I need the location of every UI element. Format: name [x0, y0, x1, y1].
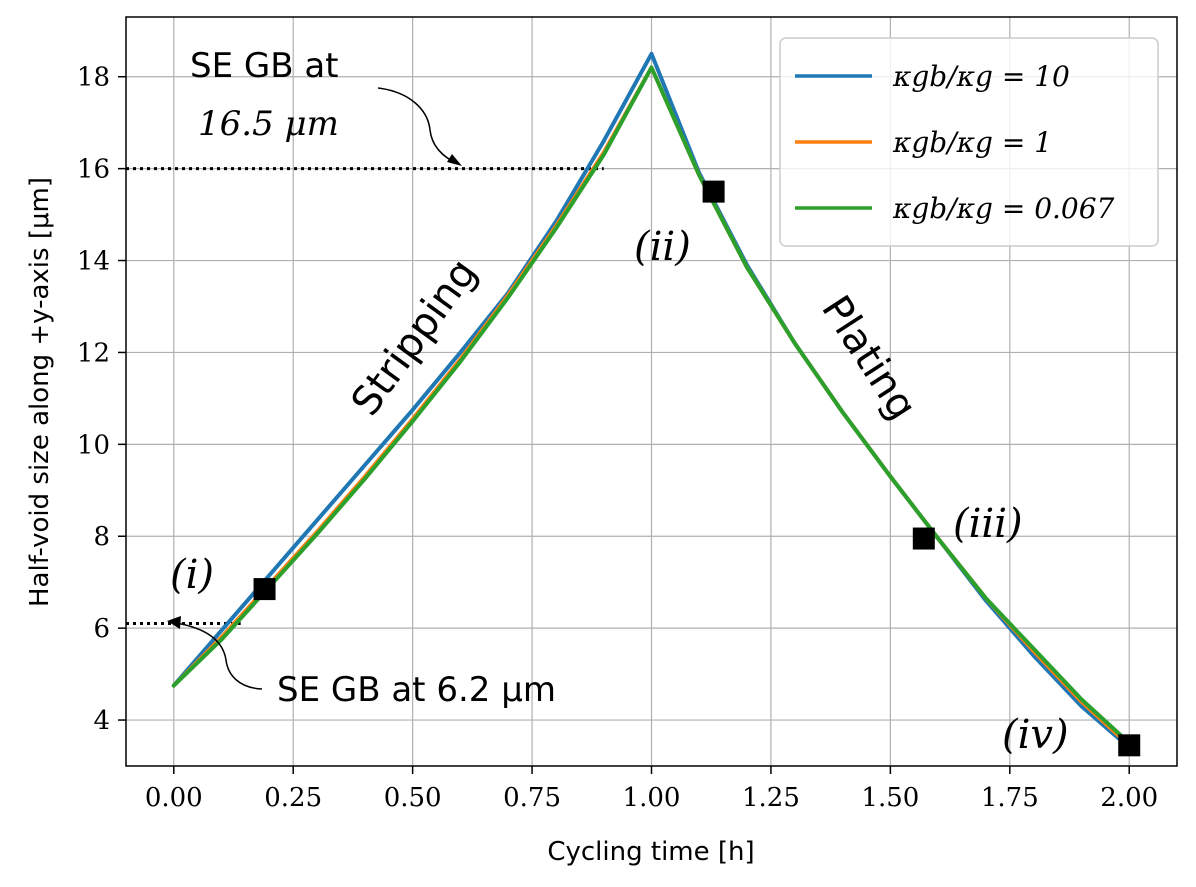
y-tick-label: 12 [77, 338, 110, 368]
gb-top-label-line2: 16.5 μm [198, 104, 339, 144]
marker-label-iii: (iii) [953, 501, 1023, 547]
x-axis-label: Cycling time [h] [547, 837, 754, 867]
x-tick-label: 1.25 [742, 783, 800, 813]
y-tick-label: 14 [77, 247, 110, 277]
marker-square [253, 578, 276, 601]
x-tick-label: 0.50 [384, 783, 442, 813]
plating-label: Plating [812, 288, 925, 428]
marker-label-ii: (ii) [634, 224, 691, 270]
legend: κgb/κg = 10 κgb/κg = 1 κgb/κg = 0.067 [779, 37, 1159, 247]
marker-label-i: (i) [170, 552, 214, 598]
marker-label-iv: (iv) [1002, 712, 1069, 758]
series-group [171, 51, 1132, 750]
y-tick-label: 16 [77, 155, 110, 185]
legend-label-10: κgb/κg = 10 [892, 60, 1070, 93]
legend-box [779, 37, 1159, 247]
gb-top-arrow [377, 87, 459, 165]
legend-label-1: κgb/κg = 1 [892, 126, 1052, 159]
legend-label-0067: κgb/κg = 0.067 [892, 192, 1115, 225]
x-tick-label: 1.00 [623, 783, 681, 813]
gb-bottom-arrow [175, 622, 263, 690]
marker-square [702, 180, 725, 203]
x-tick-label: 0.75 [503, 783, 561, 813]
y-tick-label: 18 [77, 63, 110, 93]
y-axis-label: Half-void size along +y-axis [μm] [25, 177, 55, 607]
gb-top-arrowhead [447, 154, 462, 166]
series-line-2 [171, 65, 1132, 745]
marker-square [1118, 734, 1141, 757]
x-tick-label: 0.25 [264, 783, 322, 813]
gb-top-label-line1: SE GB at [190, 46, 339, 86]
gb-bottom-arrowhead [167, 616, 181, 629]
marker-square [912, 527, 935, 550]
x-tick-label: 1.75 [981, 783, 1039, 813]
x-tick-label: 0.00 [145, 783, 203, 813]
x-tick-label: 2.00 [1100, 783, 1158, 813]
markers-group [253, 180, 1141, 757]
y-tick-label: 8 [93, 522, 110, 552]
y-tick-label: 4 [93, 706, 110, 736]
y-tick-label: 6 [93, 614, 110, 644]
ticks-group: 0.00 0.25 0.50 0.75 1.00 1.25 1.50 1.75 2.00 4 6 8 1… [77, 63, 1158, 813]
x-tick-label: 1.50 [861, 783, 919, 813]
gb-bottom-label: SE GB at 6.2 μm [277, 670, 556, 710]
stripping-label: Stripping [343, 251, 487, 425]
y-tick-label: 10 [77, 430, 110, 460]
